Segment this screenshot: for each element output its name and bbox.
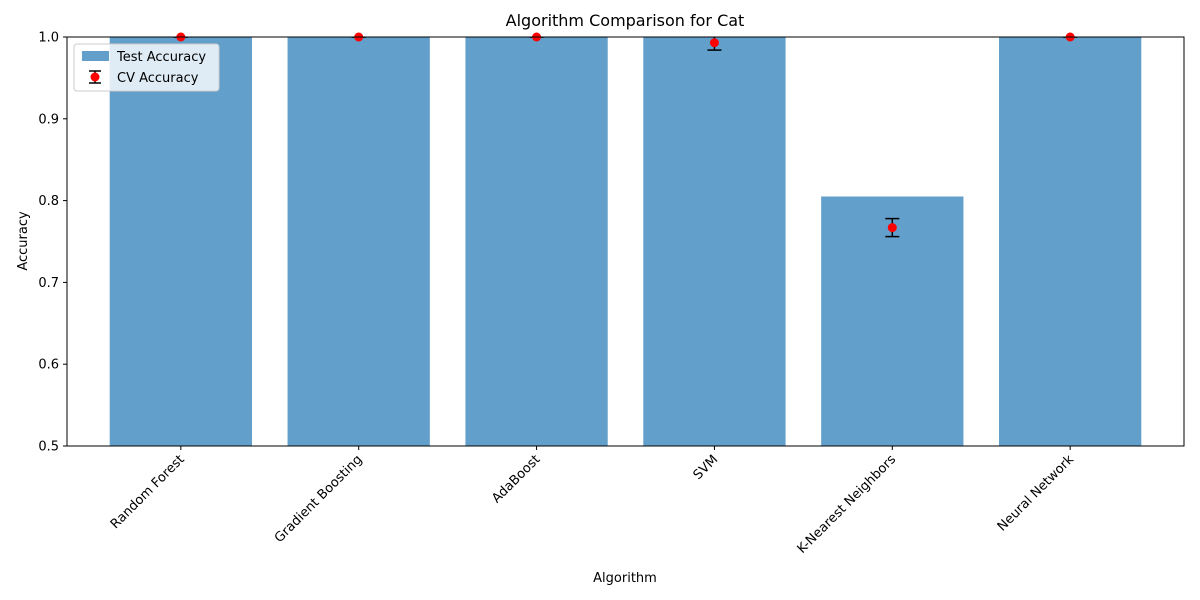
- legend-point-swatch: [90, 72, 100, 82]
- legend-bar-swatch: [82, 51, 109, 61]
- x-tick-label-2: AdaBoost: [489, 452, 543, 506]
- y-axis: 0.5 0.6 0.7 0.8 0.9 1.0: [38, 31, 67, 455]
- bar-5: [999, 37, 1142, 446]
- legend-label-cv: CV Accuracy: [117, 71, 199, 86]
- plot-frame: [66, 36, 1185, 447]
- legend-box: [73, 43, 220, 92]
- y-tick-label-1: 0.6: [38, 358, 59, 373]
- y-tick-label-4: 0.9: [38, 112, 59, 127]
- x-tick-label-4: K-Nearest Neighbors: [795, 452, 900, 557]
- y-tick-label-5: 1.0: [38, 31, 59, 46]
- cv-point-4: [887, 223, 897, 233]
- x-axis-label: Algorithm: [593, 571, 657, 586]
- x-tick-label-0: Random Forest: [108, 452, 188, 532]
- plot-marks: [109, 37, 1142, 446]
- y-axis-label: Accuracy: [16, 211, 31, 271]
- bar-2: [465, 37, 608, 446]
- y-tick-label-2: 0.7: [38, 276, 59, 291]
- bar-0: [109, 37, 252, 446]
- x-tick-label-3: SVM: [691, 452, 722, 483]
- cv-point-3: [709, 38, 719, 48]
- plot-area: [66, 32, 1185, 447]
- legend-label-test: Test Accuracy: [116, 50, 206, 65]
- bar-1: [287, 37, 430, 446]
- bar-3: [643, 37, 786, 446]
- x-axis: Random Forest Gradient Boosting AdaBoost SV…: [108, 446, 1077, 557]
- y-tick-label-3: 0.8: [38, 194, 59, 209]
- y-tick-label-0: 0.5: [38, 440, 59, 455]
- legend: Test Accuracy CV Accuracy: [73, 43, 220, 92]
- x-tick-label-5: Neural Network: [995, 452, 1078, 535]
- chart-title: Algorithm Comparison for Cat: [506, 11, 745, 30]
- bar-4: [821, 196, 964, 446]
- x-tick-label-1: Gradient Boosting: [272, 452, 366, 546]
